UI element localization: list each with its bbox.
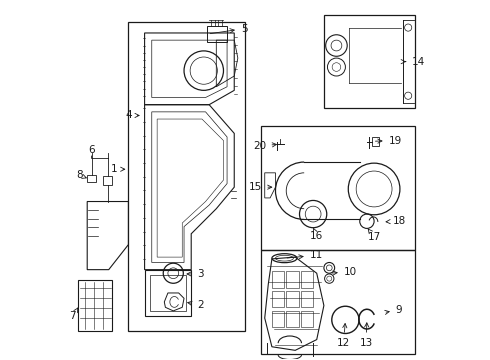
Text: 17: 17 [368, 229, 381, 242]
Bar [207, 26, 227, 42]
Bar [286, 271, 299, 288]
Text: 7: 7 [70, 308, 78, 321]
Text: 12: 12 [337, 324, 350, 348]
Bar [87, 175, 96, 182]
Text: 4: 4 [125, 111, 139, 121]
Text: 8: 8 [76, 170, 86, 180]
Text: 14: 14 [401, 57, 425, 67]
Text: 19: 19 [375, 136, 402, 145]
Text: 18: 18 [386, 216, 406, 226]
Bar [103, 176, 112, 185]
Text: 2: 2 [188, 300, 203, 310]
Text: 6: 6 [88, 144, 95, 154]
Bar [261, 250, 416, 354]
Bar [300, 311, 313, 327]
Text: 16: 16 [310, 228, 323, 240]
Text: 9: 9 [385, 305, 402, 315]
Bar [372, 137, 379, 146]
Bar [286, 291, 299, 307]
Text: 15: 15 [249, 182, 272, 192]
Text: 10: 10 [332, 267, 357, 277]
Text: 5: 5 [210, 24, 247, 34]
Text: 20: 20 [253, 141, 276, 151]
Text: 1: 1 [111, 164, 125, 174]
Bar [300, 271, 313, 288]
Bar [272, 291, 285, 307]
Bar [128, 22, 245, 330]
Bar [272, 271, 285, 288]
Bar [286, 311, 299, 327]
Text: 13: 13 [360, 323, 373, 348]
Bar [300, 291, 313, 307]
Text: 11: 11 [287, 250, 323, 260]
Bar [324, 15, 416, 108]
Bar [261, 126, 416, 250]
Bar [272, 311, 285, 327]
Text: 3: 3 [187, 269, 203, 279]
